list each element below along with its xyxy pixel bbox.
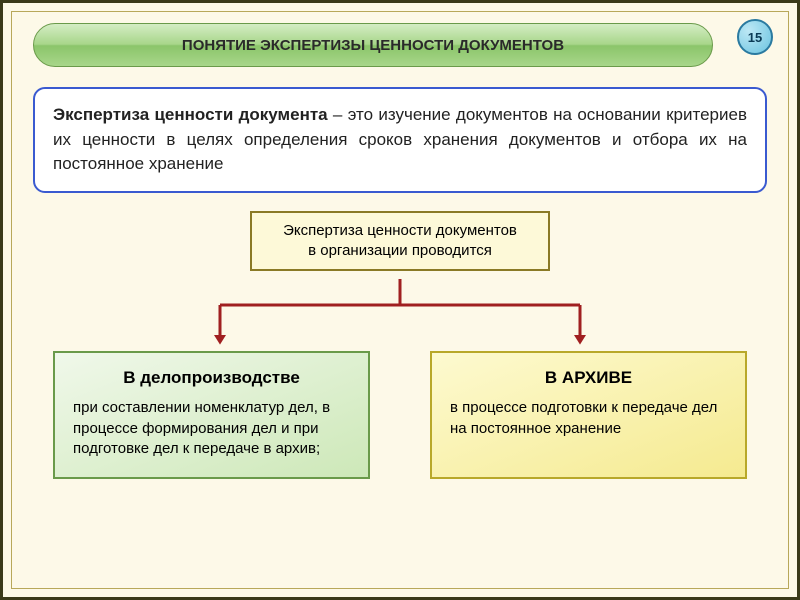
connector-svg [120, 279, 680, 351]
header-region: ПОНЯТИЕ ЭКСПЕРТИЗЫ ЦЕННОСТИ ДОКУМЕНТОВ 1… [33, 23, 767, 67]
header-pill: ПОНЯТИЕ ЭКСПЕРТИЗЫ ЦЕННОСТИ ДОКУМЕНТОВ [33, 23, 713, 67]
branch-right-text: в процессе подготовки к передаче дел на … [450, 398, 727, 439]
branch-left-title: В делопроизводстве [73, 367, 350, 390]
mid-box: Экспертиза ценности документов в организ… [250, 211, 550, 272]
branch-right-title: В АРХИВЕ [450, 367, 727, 390]
definition-box: Экспертиза ценности документа – это изуч… [33, 87, 767, 193]
page-number: 15 [748, 31, 762, 44]
mid-line2: в организации проводится [262, 241, 538, 261]
mid-line1: Экспертиза ценности документов [262, 221, 538, 241]
branch-right: В АРХИВЕ в процессе подготовки к передач… [430, 351, 747, 479]
page-number-badge: 15 [737, 19, 773, 55]
connector [33, 279, 767, 351]
definition-dash: – [328, 105, 348, 124]
branches-row: В делопроизводстве при составлении номен… [33, 351, 767, 479]
slide-page: ПОНЯТИЕ ЭКСПЕРТИЗЫ ЦЕННОСТИ ДОКУМЕНТОВ 1… [0, 0, 800, 600]
definition-term: Экспертиза ценности документа [53, 105, 328, 124]
branch-left: В делопроизводстве при составлении номен… [53, 351, 370, 479]
branch-left-text: при составлении номенклатур дел, в проце… [73, 398, 350, 459]
header-title: ПОНЯТИЕ ЭКСПЕРТИЗЫ ЦЕННОСТИ ДОКУМЕНТОВ [182, 37, 564, 54]
